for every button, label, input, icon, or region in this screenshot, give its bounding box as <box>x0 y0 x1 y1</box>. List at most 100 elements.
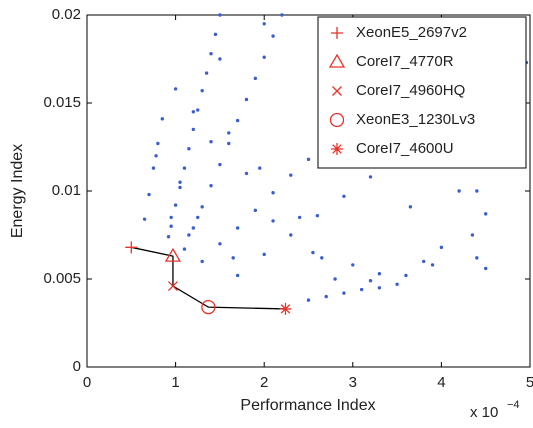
legend-label: XeonE5_2697v2 <box>356 24 467 41</box>
point <box>315 213 320 218</box>
x-multiplier: x 10 <box>470 404 498 421</box>
point <box>306 157 311 162</box>
marker-circle <box>201 300 216 315</box>
y-tick-label: 0.01 <box>52 182 81 199</box>
point <box>470 233 475 237</box>
point <box>484 266 488 271</box>
y-tick-label: 0 <box>73 358 81 375</box>
x-tick-label: 3 <box>349 374 357 391</box>
point <box>311 250 315 255</box>
legend-label: CoreI7_4960HQ <box>356 82 465 99</box>
point <box>244 97 249 102</box>
point <box>404 273 408 278</box>
legend-label: CoreI7_4600U <box>356 140 454 157</box>
point <box>178 180 182 184</box>
point <box>187 147 191 151</box>
point <box>408 205 413 209</box>
point <box>421 259 426 264</box>
point <box>166 235 171 239</box>
point <box>209 140 213 144</box>
plot-frame <box>86 14 531 368</box>
marker-circle <box>329 112 345 128</box>
legend-item: XeonE5_2697v2 <box>331 24 467 41</box>
point <box>151 166 156 170</box>
legend-item: CoreI7_4770R <box>328 53 454 70</box>
point <box>178 185 182 190</box>
point <box>200 259 204 264</box>
point <box>182 166 187 170</box>
point <box>209 52 213 56</box>
point <box>271 191 275 195</box>
marker-plus <box>125 241 138 254</box>
point <box>484 212 488 216</box>
point <box>342 291 346 295</box>
marker-triangle <box>328 53 346 68</box>
point <box>368 279 373 283</box>
point <box>271 219 275 223</box>
x-tick-label: 4 <box>437 374 445 391</box>
point <box>280 13 284 17</box>
point <box>154 154 158 158</box>
point <box>271 34 275 38</box>
point <box>368 175 373 179</box>
x-tick-label: 5 <box>526 374 533 391</box>
point <box>204 71 209 75</box>
point <box>156 141 160 146</box>
point <box>457 189 461 193</box>
point <box>231 256 235 260</box>
point <box>235 273 240 278</box>
point <box>213 32 218 37</box>
point <box>297 215 302 220</box>
point <box>253 76 258 81</box>
point <box>377 286 382 290</box>
y-tick-label: 0.005 <box>43 270 81 287</box>
point <box>218 242 222 246</box>
point <box>377 272 382 276</box>
point <box>209 184 213 188</box>
legend-item: XeonE3_1230Lv3 <box>329 111 475 128</box>
point <box>218 13 222 17</box>
point <box>333 277 337 281</box>
x-axis-label: Performance Index <box>240 397 375 414</box>
point <box>289 173 293 177</box>
point <box>244 171 249 176</box>
point <box>142 217 147 221</box>
point <box>262 55 266 59</box>
point <box>351 263 355 267</box>
point <box>191 110 196 114</box>
point <box>191 127 196 132</box>
y-axis-label: Energy Index <box>9 144 26 238</box>
point <box>342 194 346 198</box>
legend-box <box>317 16 527 169</box>
point <box>187 233 191 237</box>
point <box>253 208 258 213</box>
point <box>324 294 328 299</box>
point <box>169 224 173 228</box>
point <box>395 282 399 286</box>
point <box>359 287 364 292</box>
y-tick-label: 0.02 <box>52 6 81 23</box>
point <box>196 215 200 220</box>
point <box>160 117 165 121</box>
point <box>173 87 178 91</box>
point <box>218 162 222 167</box>
point <box>182 247 187 251</box>
point <box>200 205 204 209</box>
legend-item: CoreI7_4960HQ <box>332 82 465 99</box>
point <box>262 252 266 257</box>
point <box>173 203 178 207</box>
point <box>169 215 173 220</box>
marker-star <box>331 143 343 155</box>
marker-cross <box>332 86 342 96</box>
point <box>262 22 266 26</box>
marker-triangle <box>164 247 182 262</box>
marker-cross <box>167 281 178 291</box>
point <box>475 256 479 260</box>
point <box>227 131 231 135</box>
point <box>306 298 311 302</box>
point <box>320 256 324 260</box>
legend-label: XeonE3_1230Lv3 <box>356 111 475 128</box>
point <box>289 233 293 237</box>
point <box>258 166 262 170</box>
